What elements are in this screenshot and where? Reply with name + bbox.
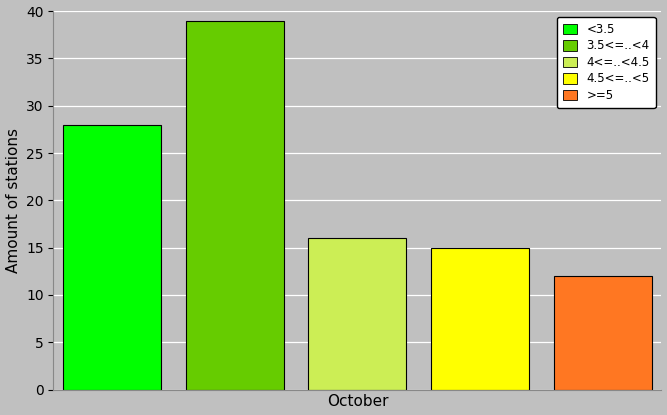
Bar: [186, 20, 284, 390]
Bar: [63, 124, 161, 390]
Y-axis label: Amount of stations: Amount of stations: [5, 128, 21, 273]
Bar: [554, 276, 652, 390]
Bar: [431, 248, 529, 390]
Legend: <3.5, 3.5<=..<4, 4<=..<4.5, 4.5<=..<5, >=5: <3.5, 3.5<=..<4, 4<=..<4.5, 4.5<=..<5, >…: [557, 17, 656, 108]
Bar: [308, 238, 406, 390]
